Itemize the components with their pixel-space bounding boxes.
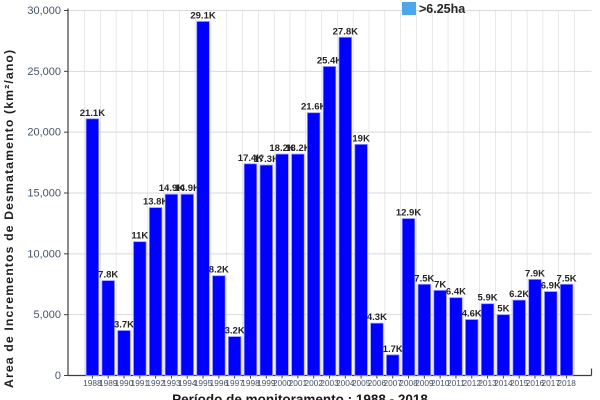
svg-text:5,000: 5,000	[33, 309, 61, 321]
svg-text:3.2K: 3.2K	[225, 326, 245, 337]
svg-text:18.2K: 18.2K	[285, 143, 310, 154]
svg-text:6.4K: 6.4K	[446, 287, 466, 298]
svg-text:10,000: 10,000	[27, 248, 61, 260]
svg-text:2018: 2018	[557, 378, 576, 388]
svg-text:30,000: 30,000	[27, 5, 61, 17]
svg-text:19K: 19K	[352, 133, 370, 144]
svg-text:21.1K: 21.1K	[80, 108, 105, 119]
svg-text:17.3K: 17.3K	[254, 154, 279, 165]
svg-text:4.6K: 4.6K	[462, 309, 482, 320]
svg-text:15,000: 15,000	[27, 188, 61, 200]
svg-text:7.8K: 7.8K	[98, 270, 118, 281]
svg-text:27.8K: 27.8K	[333, 26, 358, 37]
svg-text:0: 0	[55, 370, 61, 382]
svg-text:11K: 11K	[131, 231, 148, 242]
svg-text:1.7K: 1.7K	[383, 344, 403, 355]
svg-text:14.9K: 14.9K	[175, 183, 200, 194]
svg-text:25.4K: 25.4K	[317, 55, 342, 66]
svg-text:5K: 5K	[497, 304, 509, 315]
svg-text:21.6K: 21.6K	[301, 102, 326, 113]
svg-text:7.9K: 7.9K	[525, 268, 545, 279]
svg-text:6.2K: 6.2K	[509, 289, 529, 300]
svg-text:29.1K: 29.1K	[190, 10, 215, 21]
svg-text:13.8K: 13.8K	[143, 197, 168, 208]
svg-text:7K: 7K	[434, 279, 446, 290]
svg-text:8.2K: 8.2K	[209, 265, 229, 276]
svg-text:12.9K: 12.9K	[396, 208, 421, 219]
svg-text:7.5K: 7.5K	[557, 273, 577, 284]
svg-text:25,000: 25,000	[27, 66, 61, 78]
svg-text:5.9K: 5.9K	[478, 293, 498, 304]
svg-text:4.3K: 4.3K	[367, 312, 387, 323]
svg-text:7.5K: 7.5K	[414, 273, 434, 284]
svg-text:3.7K: 3.7K	[114, 319, 134, 330]
svg-text:20,000: 20,000	[27, 127, 61, 139]
